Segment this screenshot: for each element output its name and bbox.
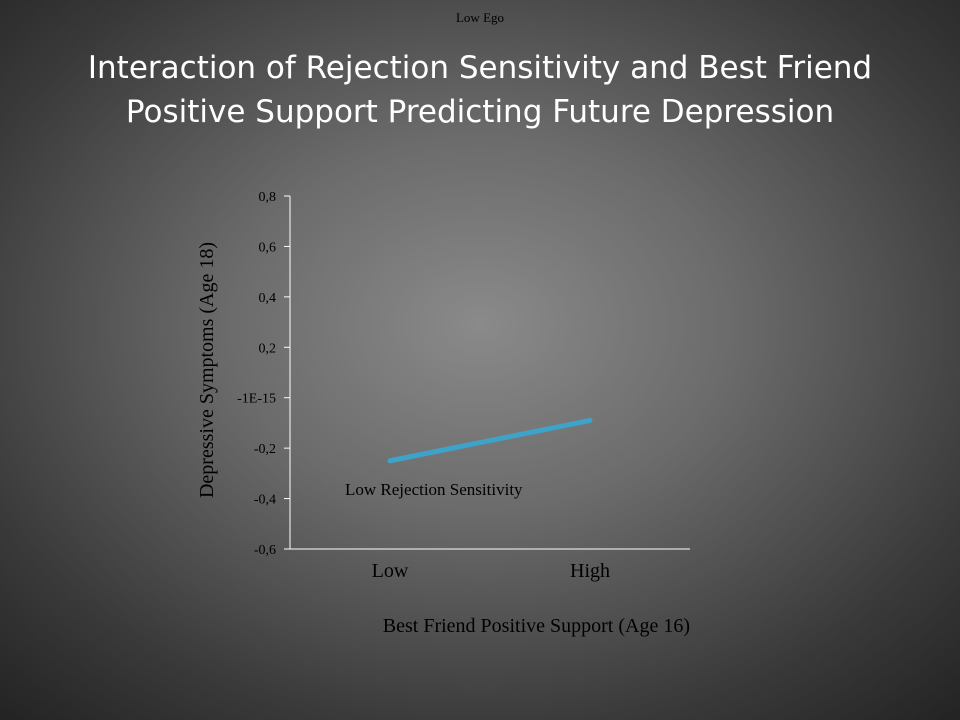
series-line <box>387 417 593 464</box>
x-category-group: Low High <box>372 560 610 582</box>
x-category-label: High <box>570 560 610 582</box>
x-axis-title: Best Friend Positive Support (Age 16) <box>383 615 690 637</box>
y-tick-label: -1E-15 <box>237 392 276 407</box>
y-tick-label: -0,6 <box>254 543 276 558</box>
slide-title: Interaction of Rejection Sensitivity and… <box>87 50 873 130</box>
y-tick-label: 0,6 <box>259 240 277 255</box>
y-tick-label: -0,2 <box>254 442 276 457</box>
y-tick-label: 0,8 <box>259 190 277 205</box>
slide-header-label: Low Ego <box>455 10 505 25</box>
y-tick-label: 0,4 <box>259 291 277 306</box>
x-category-label: Low <box>372 560 409 582</box>
y-tick-group: 0,8 0,6 0,4 0,2 -1E-15 -0,2 -0,4 -0,6 <box>237 190 290 558</box>
y-axis-title: Depressive Symptoms (Age 18) <box>196 242 218 498</box>
series-label: Low Rejection Sensitivity <box>345 480 523 499</box>
y-tick-label: 0,2 <box>259 341 277 356</box>
series-group <box>387 417 593 464</box>
y-tick-label: -0,4 <box>254 493 276 508</box>
